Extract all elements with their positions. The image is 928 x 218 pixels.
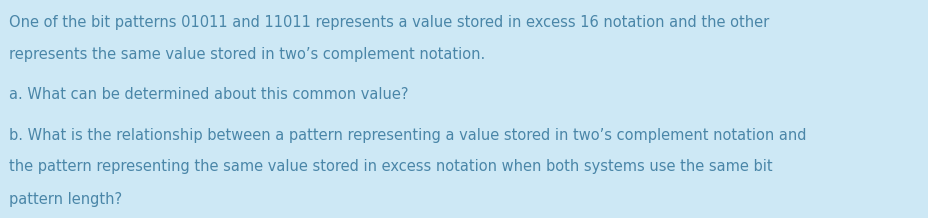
Text: represents the same value stored in two’s complement notation.: represents the same value stored in two’…: [9, 47, 485, 62]
Text: b. What is the relationship between a pattern representing a value stored in two: b. What is the relationship between a pa…: [9, 128, 806, 143]
Text: pattern length?: pattern length?: [9, 192, 122, 207]
Text: the pattern representing the same value stored in excess notation when both syst: the pattern representing the same value …: [9, 159, 772, 174]
Text: One of the bit patterns 01011 and 11011 represents a value stored in excess 16 n: One of the bit patterns 01011 and 11011 …: [9, 15, 768, 30]
Text: a. What can be determined about this common value?: a. What can be determined about this com…: [9, 87, 408, 102]
